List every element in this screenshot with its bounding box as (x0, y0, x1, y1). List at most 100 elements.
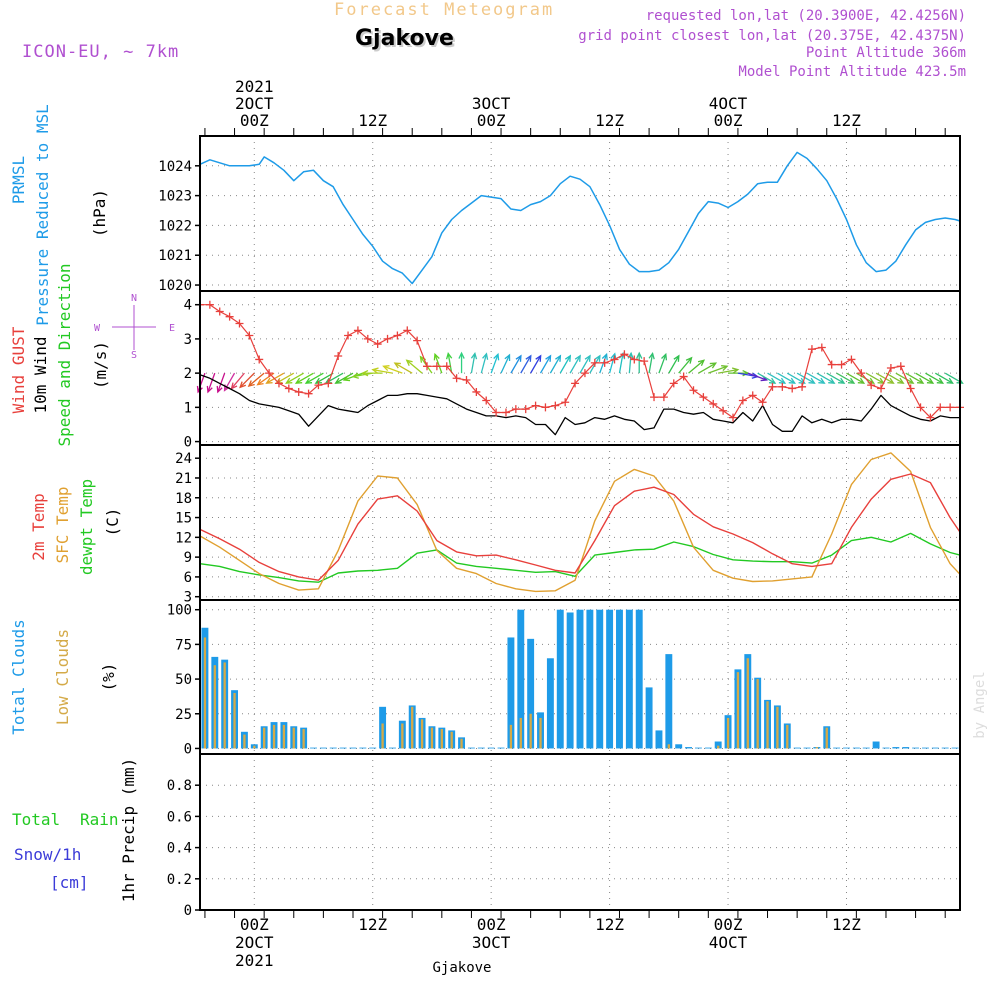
gust-marker (906, 384, 915, 393)
wind-arrow (393, 362, 413, 374)
total-cloud-bar (319, 747, 327, 749)
gust-marker (689, 386, 698, 395)
wind-arrow-shaft (816, 372, 835, 384)
wind-arrow-shaft (520, 355, 532, 374)
time-label-top: 00Z (714, 111, 743, 130)
total-cloud-bar (517, 609, 525, 749)
gust-marker (847, 355, 856, 364)
gust-marker (788, 384, 797, 393)
wind-arrow-shaft (836, 372, 855, 384)
wind-arrow-head (314, 377, 322, 384)
gust-marker (501, 408, 510, 417)
wind-arrow-head (334, 377, 342, 384)
low-cloud-bar (420, 719, 424, 749)
gust-marker (669, 379, 678, 388)
gust-marker (728, 413, 737, 422)
wind-arrow-head (371, 367, 379, 374)
wind-arrow (905, 372, 925, 384)
precip-axis-label: 1hr Precip (mm) (119, 758, 138, 903)
gust-marker (798, 382, 807, 391)
wind-arrow-shaft (559, 355, 571, 374)
wind-arrow-head (482, 352, 489, 360)
precip-label-snow: Snow/1h (14, 845, 81, 864)
time-label-top: 12Z (595, 111, 624, 130)
wind-arrow-head (721, 365, 729, 372)
time-label-top: 00Z (240, 111, 269, 130)
wind-arrow-head (405, 359, 413, 367)
wind-arrow (206, 372, 216, 394)
gust-marker (916, 403, 925, 412)
gust-marker (462, 375, 471, 384)
gust-marker (531, 401, 540, 410)
gust-marker (393, 331, 402, 340)
gust-marker (571, 379, 580, 388)
wind-arrow-head (445, 351, 453, 360)
wind-arrow-head (493, 352, 500, 361)
temp-label-dew: dewpt Temp (77, 479, 96, 575)
low-cloud-bar (825, 727, 828, 749)
pressure-line (199, 151, 961, 285)
wind-arrow (216, 372, 226, 394)
wind-arrow-shaft (394, 362, 413, 374)
wind-arrow-head (285, 377, 293, 384)
time-label-bottom: 00Z (240, 915, 269, 934)
y-tick-label: 0.6 (167, 809, 192, 825)
temp-unit: (C) (103, 508, 122, 537)
wind-arrow-shaft (539, 355, 552, 374)
wind-arrow (816, 372, 836, 384)
t2m-line (199, 473, 961, 581)
total-cloud-bar (931, 747, 939, 749)
wind-arrow-shaft (335, 372, 354, 384)
low-cloud-bar (450, 731, 453, 749)
wind-arrow-head (294, 377, 303, 384)
time-label-bottom: 12Z (832, 915, 861, 934)
wind-arrow (569, 354, 581, 374)
wind-arrow (510, 354, 522, 374)
wind-arrow-shaft (372, 369, 393, 374)
wind-arrow-shaft (865, 372, 884, 384)
wind-arrow-shaft (248, 372, 265, 387)
time-label-bottom: 00Z (477, 915, 506, 934)
total-cloud-bar (714, 741, 722, 749)
wind-arrow-head (393, 362, 401, 369)
gust-marker (640, 357, 649, 366)
low-cloud-bar (411, 706, 414, 749)
wind-arrow-head (926, 377, 935, 384)
wind-arrow-shaft (510, 355, 522, 374)
wind-arrow (490, 352, 500, 374)
y-tick-label: 3 (184, 590, 192, 606)
total-cloud-bar (852, 747, 860, 749)
wind-arrow-head (458, 351, 465, 359)
gust-marker (432, 362, 441, 371)
gust-marker (867, 381, 876, 390)
wind-arrow-head (847, 377, 856, 384)
wind-arrow-head (564, 354, 572, 362)
low-cloud-bar (539, 717, 542, 749)
gust-marker (946, 403, 955, 412)
low-cloud-bar (430, 727, 434, 749)
gust-marker (334, 352, 343, 361)
time-label-bottom: 00Z (714, 915, 743, 934)
gust-marker (324, 379, 333, 388)
axis-labels: 1020102110221023102401234369121518212402… (9, 77, 988, 976)
wind-arrow-shaft (875, 372, 894, 384)
low-cloud-bar (815, 747, 819, 749)
total-cloud-bar (882, 747, 890, 749)
compass-n: N (131, 293, 137, 304)
gust-marker (541, 403, 550, 412)
total-cloud-bar (487, 747, 495, 749)
wind-arrow-shaft (383, 365, 403, 374)
low-cloud-bar (381, 723, 384, 749)
wind-arrow-shaft (305, 372, 324, 384)
wind-arrow-shaft (678, 357, 693, 374)
wind-label-dir: Speed and Direction (55, 263, 74, 446)
wind-arrow-shaft (239, 372, 255, 388)
total-cloud-bar (527, 638, 535, 749)
gust-marker (403, 326, 412, 335)
wind-arrow-shaft (579, 355, 591, 374)
wind-arrow-head (361, 369, 369, 377)
clouds-label-low: Low Clouds (53, 629, 72, 725)
total-cloud-bar (596, 609, 604, 749)
wind-arrow-shaft (490, 354, 499, 374)
pressure-unit: (hPa) (90, 189, 109, 237)
